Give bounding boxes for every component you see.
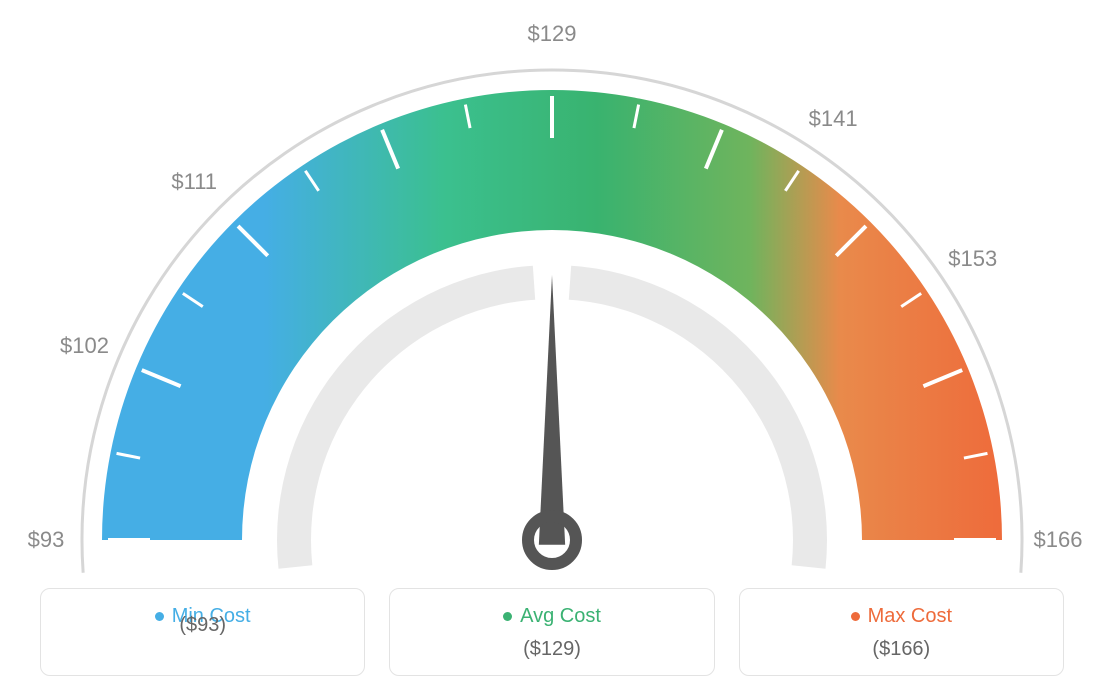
legend-label-max: Max Cost bbox=[868, 605, 952, 628]
legend-label-row: Avg Cost bbox=[402, 605, 701, 628]
legend-value-avg: ($129) bbox=[402, 638, 701, 661]
tick-label: $153 bbox=[948, 246, 997, 272]
tick-label: $93 bbox=[28, 527, 65, 553]
legend-label-avg: Avg Cost bbox=[520, 605, 601, 628]
needle bbox=[539, 275, 565, 545]
legend-card-min: Min Cost ($93) bbox=[40, 588, 365, 676]
tick-label: $141 bbox=[809, 106, 858, 132]
gauge-chart-container: $93 $102 $111 $129 $141 $153 $166 Min Cost ($9… bbox=[0, 0, 1104, 690]
tick-label: $102 bbox=[60, 333, 109, 359]
dot-min bbox=[155, 612, 164, 621]
tick-label: $111 bbox=[171, 169, 217, 195]
legend-card-max: Max Cost ($166) bbox=[739, 588, 1064, 676]
gauge-svg bbox=[22, 20, 1082, 580]
gauge-wrapper: $93 $102 $111 $129 $141 $153 $166 bbox=[22, 20, 1082, 580]
tick-label: $166 bbox=[1034, 527, 1083, 553]
dot-avg bbox=[503, 612, 512, 621]
legend-value-max: ($166) bbox=[752, 638, 1051, 661]
dot-max bbox=[851, 612, 860, 621]
legend-label-row: Max Cost bbox=[752, 605, 1051, 628]
tick-label: $129 bbox=[528, 21, 577, 47]
legend-value-min: ($93) bbox=[53, 614, 352, 637]
legend-card-avg: Avg Cost ($129) bbox=[389, 588, 714, 676]
legend-row: Min Cost ($93) Avg Cost ($129) Max Cost … bbox=[40, 588, 1064, 676]
